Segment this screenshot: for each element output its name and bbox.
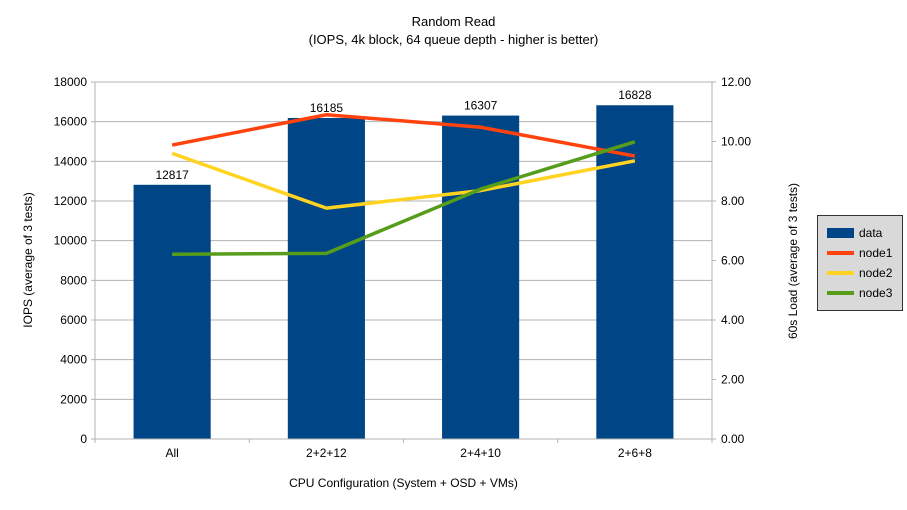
bar-data [287, 117, 365, 439]
legend-label-data: data [859, 226, 883, 240]
legend-label-node2: node2 [859, 266, 893, 280]
legend-item-data: data [827, 223, 902, 243]
line-node1 [171, 112, 636, 158]
left-axis-tick-label: 8000 [60, 273, 87, 287]
legend-line-node3 [827, 291, 854, 295]
bar-data-label: 16307 [464, 99, 498, 113]
line-node2 [171, 151, 636, 210]
right-axis-tick-label: 2.00 [721, 373, 745, 387]
x-axis-title: CPU Configuration (System + OSD + VMs) [289, 476, 518, 490]
category-label: 2+4+10 [460, 446, 501, 460]
right-axis-title: 60s Load (average of 3 tests) [786, 182, 800, 340]
right-axis-tick-label: 8.00 [721, 194, 745, 208]
bar-data-label: 16185 [310, 101, 344, 115]
chart-subtitle: (IOPS, 4k block, 64 queue depth - higher… [308, 32, 599, 47]
legend-swatch-data [827, 228, 854, 238]
category-label: All [165, 446, 178, 460]
legend: data node1 node2 node3 [817, 215, 903, 311]
bar-data-label: 12817 [155, 168, 189, 182]
right-axis-tick-label: 10.00 [721, 135, 751, 149]
line-node3 [172, 140, 636, 257]
bar-data [133, 184, 211, 439]
left-axis-tick-label: 12000 [54, 194, 88, 208]
left-axis-tick-label: 16000 [54, 115, 88, 129]
legend-label-node3: node3 [859, 286, 893, 300]
left-axis-tick-label: 0 [80, 432, 87, 446]
legend-line-node1 [827, 251, 854, 255]
legend-item-node2: node2 [827, 263, 902, 283]
left-axis-tick-label: 10000 [54, 234, 88, 248]
right-axis-tick-label: 12.00 [721, 75, 751, 89]
legend-item-node1: node1 [827, 243, 902, 263]
category-label: 2+2+12 [306, 446, 347, 460]
category-label: 2+6+8 [618, 446, 652, 460]
chart-title: Random Read [411, 14, 496, 29]
left-axis-tick-label: 4000 [60, 353, 87, 367]
bar-data [442, 115, 520, 440]
right-axis-tick-label: 0.00 [721, 432, 745, 446]
left-axis-tick-label: 14000 [54, 154, 88, 168]
left-axis-title: IOPS (average of 3 tests) [21, 192, 35, 328]
left-axis-tick-label: 2000 [60, 392, 87, 406]
legend-label-node1: node1 [859, 246, 893, 260]
bar-data-label: 16828 [618, 88, 652, 102]
right-axis-tick-label: 4.00 [721, 313, 745, 327]
left-axis-tick-label: 18000 [54, 75, 88, 89]
title-block: Random Read (IOPS, 4k block, 64 queue de… [0, 13, 907, 49]
right-axis-tick-label: 6.00 [721, 254, 745, 268]
legend-line-node2 [827, 271, 854, 275]
left-axis-tick-label: 6000 [60, 313, 87, 327]
legend-item-node3: node3 [827, 283, 902, 303]
